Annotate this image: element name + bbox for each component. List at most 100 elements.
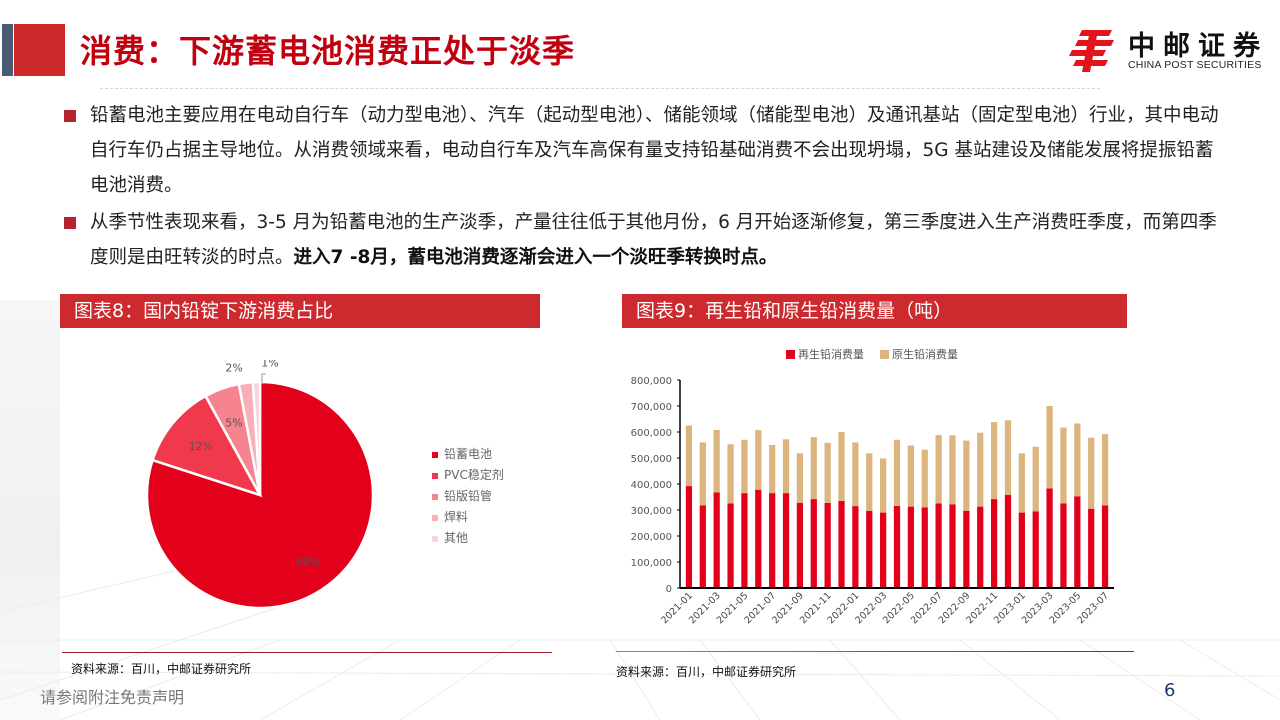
bar-recycled-lead (949, 504, 956, 588)
pie-legend-item: 其他 (430, 528, 504, 549)
bar-recycled-lead (963, 510, 970, 588)
pie-data-label: 80% (296, 555, 320, 568)
pie-slice (251, 380, 262, 496)
logo-chinese-name: 中邮证券 (1128, 31, 1268, 62)
bar-recycled-lead (769, 493, 776, 588)
bar-recycled-lead (1018, 512, 1025, 588)
bar-primary-lead (1018, 453, 1025, 513)
bar-recycled-lead (990, 499, 998, 588)
figure8-title: 图表8：国内铅锭下游消费占比 (60, 294, 540, 328)
bar-primary-lead (741, 439, 748, 494)
bar-primary-lead (1101, 434, 1109, 506)
bar-recycled-lead (741, 493, 748, 588)
bar-primary-lead (1004, 420, 1012, 495)
bar-primary-lead (866, 453, 873, 511)
bar-legend-item: 原生铅消费量 (880, 346, 958, 362)
bar-recycled-lead (1101, 505, 1109, 588)
pie-legend-item: 铅蓄电池 (430, 444, 504, 465)
pie-legend-label: 焊料 (444, 510, 469, 524)
pie-data-label: 5% (225, 417, 242, 430)
bar-recycled-lead (893, 505, 901, 588)
bar-primary-lead (921, 449, 928, 508)
bullet-bold-text: 进入7 -8月，蓄电池消费逐渐会进入一个淡旺季转换时点。 (293, 247, 778, 268)
bar-primary-lead (755, 430, 762, 490)
figure9-source-divider (616, 651, 1134, 652)
bar-recycled-lead (810, 499, 817, 588)
bar-recycled-lead (880, 512, 887, 588)
bar-recycled-lead (699, 505, 706, 588)
pie-legend-item: 焊料 (430, 507, 504, 528)
bar-primary-lead (907, 445, 914, 507)
logo-english-name: CHINA POST SECURITIES (1128, 59, 1262, 71)
pie-legend-label: 其他 (444, 531, 469, 545)
bar-recycled-lead (1032, 511, 1039, 588)
bar-primary-lead (713, 429, 720, 493)
pie-chart: 80% 12% 5% 2% 1% (145, 360, 375, 610)
bar-recycled-lead (1088, 508, 1095, 588)
bar-primary-lead (935, 435, 942, 504)
stacked-bar-chart: 0 100,000 200,000 300,000 400,000 500,000 600,… (631, 376, 1114, 626)
bar-primary-lead (699, 442, 706, 506)
y-axis-tick-label: 0 (666, 584, 672, 595)
bar-legend: 再生铅消费量 原生铅消费量 (786, 346, 958, 362)
y-axis-tick-label: 800,000 (631, 376, 672, 387)
bullet-square-icon (64, 110, 76, 122)
legend-swatch-icon (880, 349, 889, 359)
bar-primary-lead (838, 432, 845, 501)
y-axis-tick-label: 100,000 (631, 558, 672, 569)
legend-swatch-icon (432, 494, 438, 500)
bar-primary-lead (1060, 427, 1067, 504)
bar-recycled-lead (782, 493, 790, 588)
bar-primary-lead (880, 458, 887, 513)
y-axis-tick-label: 300,000 (631, 506, 672, 517)
page-title: 消费：下游蓄电池消费正处于淡季 (80, 32, 576, 70)
bullet-list: 铅蓄电池主要应用在电动自行车（动力型电池）、汽车（起动型电池）、储能领域（储能型… (62, 98, 1222, 275)
bar-legend-label: 再生铅消费量 (798, 348, 864, 361)
y-axis-tick-label: 200,000 (631, 532, 672, 543)
bar-recycled-lead (796, 502, 804, 588)
bar-primary-lead (1088, 437, 1095, 509)
bar-primary-lead (977, 432, 984, 507)
bar-primary-lead (727, 444, 734, 504)
bar-recycled-lead (838, 500, 845, 588)
figure9-source: 资料来源：百川，中邮证券研究所 (616, 665, 797, 679)
bullet-square-icon (64, 217, 76, 229)
bar-recycled-lead (1074, 496, 1081, 588)
bar-recycled-lead (1046, 488, 1053, 588)
pie-slice (145, 380, 375, 610)
pie-legend-label: PVC稳定剂 (444, 468, 504, 482)
bar-recycled-lead (727, 503, 734, 588)
header-accent-red (14, 24, 65, 76)
y-axis-tick-label: 600,000 (631, 428, 672, 439)
bar-primary-lead (990, 422, 998, 500)
legend-swatch-icon (432, 536, 438, 542)
y-axis-tick-label: 700,000 (631, 402, 672, 413)
bar-recycled-lead (866, 510, 873, 588)
bar-primary-lead (685, 425, 693, 487)
bar-recycled-lead (755, 489, 762, 588)
pie-data-label: 2% (225, 361, 242, 374)
bar-recycled-lead (852, 506, 859, 588)
bar-primary-lead (769, 445, 776, 494)
pie-data-label: 1% (261, 360, 278, 370)
bullet-item: 铅蓄电池主要应用在电动自行车（动力型电池）、汽车（起动型电池）、储能领域（储能型… (62, 98, 1222, 203)
header-accent-dark (2, 24, 13, 76)
pie-slice (150, 394, 263, 498)
bar-primary-lead (1032, 446, 1039, 512)
bar-legend-item: 再生铅消费量 (786, 346, 864, 362)
pie-legend: 铅蓄电池 PVC稳定剂 铅版铅管 焊料 其他 (430, 444, 504, 549)
bar-primary-lead (1046, 406, 1053, 489)
bar-primary-lead (796, 453, 804, 503)
bar-primary-lead (810, 437, 817, 500)
bar-primary-lead (782, 439, 790, 494)
bar-primary-lead (824, 442, 831, 503)
bar-recycled-lead (921, 507, 928, 588)
disclaimer-text: 请参阅附注免责声明 (40, 688, 185, 707)
background-fade (0, 300, 60, 720)
bar-recycled-lead (935, 503, 942, 588)
company-logo: 中邮证券 CHINA POST SECURITIES (1068, 22, 1268, 74)
china-post-logo-icon (1069, 30, 1114, 72)
header-divider (100, 88, 1100, 89)
bullet-text: 从季节性表现来看，3-5 月为铅蓄电池的生产淡季，产量往往低于其他月份，6 月开… (90, 212, 1217, 268)
pie-legend-label: 铅蓄电池 (444, 447, 493, 461)
